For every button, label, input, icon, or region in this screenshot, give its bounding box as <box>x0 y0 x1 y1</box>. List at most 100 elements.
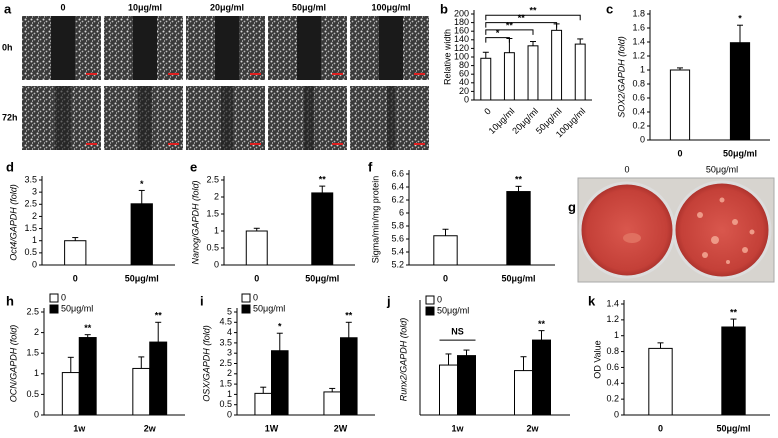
y-tick-label: 120 <box>454 43 469 53</box>
y-tick-label: 1.5 <box>206 208 219 218</box>
significance: ** <box>529 6 537 16</box>
y-axis-title: Relative width <box>442 29 452 85</box>
y-tick-label: 1.5 <box>26 348 39 358</box>
bar <box>648 347 673 416</box>
x-tick-label: 50μg/ml <box>723 148 757 158</box>
x-tick-label: 50μg/ml <box>501 273 535 283</box>
photo-label: 0 <box>624 164 629 174</box>
legend-swatch <box>49 304 59 314</box>
bar <box>149 341 168 416</box>
significance: * <box>278 322 282 332</box>
row-label: 72h <box>2 112 18 122</box>
y-tick-label: 1.4 <box>632 36 645 46</box>
scratch-gap <box>55 86 71 150</box>
y-tick-label: 0.2 <box>606 394 619 404</box>
bar <box>132 367 151 416</box>
chart: e Nanog/GAPDH (fold) 0 0.5 1 1.5 2 2.5 0 50μg/ml *… <box>190 159 355 283</box>
y-axis-title: OD Value <box>592 340 602 378</box>
panel-letter: k <box>588 293 596 308</box>
bracket <box>485 22 558 28</box>
significance: * <box>496 28 500 38</box>
y-tick-label: 0.6 <box>606 362 619 372</box>
chart: f Sigma/min/mg protein 5.2 5.4 5.6 5.8 6 6.2 6.4… <box>368 159 555 283</box>
legend-swatch <box>49 293 59 303</box>
y-tick-label: 0 <box>214 259 219 269</box>
column-label: 0 <box>60 2 65 12</box>
y-tick-label: 200 <box>454 8 469 18</box>
photo-label: 50μg/ml <box>706 164 738 174</box>
y-tick-label: 3 <box>32 187 37 197</box>
x-tick-label: 0 <box>73 273 78 283</box>
bracket <box>485 37 510 43</box>
y-tick-label: 1 <box>227 389 232 399</box>
y-tick-label: 0.8 <box>632 78 645 88</box>
y-tick-label: 1.4 <box>606 298 619 308</box>
bar <box>323 391 342 416</box>
x-tick-label: 0 <box>254 273 259 283</box>
dish <box>578 181 676 279</box>
y-tick-label: 0.2 <box>632 120 645 130</box>
legend-swatch <box>241 293 251 303</box>
y-tick-label: 2.5 <box>206 174 219 184</box>
y-tick-label: 2.5 <box>219 358 232 368</box>
bar <box>574 43 586 101</box>
y-tick-label: 0.5 <box>26 389 39 399</box>
y-tick-label: 1 <box>214 225 219 235</box>
legend-swatch <box>241 304 251 314</box>
y-axis-title: SOX2/GAPDH (fold) <box>616 36 626 118</box>
y-tick-label: 2.5 <box>24 199 37 209</box>
y-tick-label: 2 <box>34 327 39 337</box>
y-axis-title: OSX/GAPDH (fold) <box>201 325 211 402</box>
significance: ** <box>155 311 163 321</box>
y-tick-label: 0 <box>464 94 469 104</box>
nodule <box>623 233 641 243</box>
y-tick-label: 3.5 <box>24 174 37 184</box>
y-tick-label: 0.5 <box>206 242 219 252</box>
bar <box>439 364 458 416</box>
y-tick-label: 4 <box>227 327 232 337</box>
y-tick-label: 180 <box>454 17 469 27</box>
significance: ** <box>506 20 514 30</box>
y-tick-label: 1.2 <box>606 314 619 324</box>
y-tick-label: 2 <box>227 368 232 378</box>
bar <box>433 235 458 266</box>
y-tick-label: 0 <box>34 409 39 419</box>
x-tick-label: 0 <box>677 148 682 158</box>
significance: ** <box>538 319 546 329</box>
y-tick-label: 4.5 <box>219 317 232 327</box>
x-tick-label: 2W <box>334 423 348 433</box>
scratch-gap <box>215 16 239 80</box>
scratch-gap <box>379 16 403 80</box>
y-tick-label: 5.2 <box>391 259 404 269</box>
scratch-gap <box>138 86 152 150</box>
y-tick-label: 0.6 <box>632 92 645 102</box>
y-tick-label: 80 <box>459 60 469 70</box>
row-label: 0h <box>2 42 13 52</box>
y-tick-label: 5 <box>227 306 232 316</box>
dish <box>672 180 772 280</box>
y-tick-label: 1.5 <box>219 378 232 388</box>
legend-label: 0 <box>437 294 442 304</box>
y-tick-label: 100 <box>454 51 469 61</box>
y-tick-label: 0 <box>614 409 619 419</box>
bar <box>721 326 746 416</box>
bar <box>480 57 492 101</box>
panel-letter: c <box>606 1 613 16</box>
panel-letter: d <box>6 159 14 174</box>
y-tick-label: 40 <box>459 77 469 87</box>
scratch-gap <box>297 16 321 80</box>
y-tick-label: 3 <box>227 348 232 358</box>
scratch-gap <box>51 16 75 80</box>
bracket <box>485 29 534 35</box>
legend-swatch <box>425 295 435 305</box>
bar <box>64 240 87 266</box>
x-tick-label: 50μg/ml <box>125 273 159 283</box>
significance: * <box>140 179 144 189</box>
y-axis-title: Sigma/min/mg protein <box>370 176 380 264</box>
y-axis-title: Oct4/GAPDH (fold) <box>8 184 18 261</box>
y-tick-label: 1.2 <box>632 50 645 60</box>
bracket <box>485 14 581 21</box>
chart: k OD Value 0 0.2 0.4 0.6 0.8 1 1.2 1.4 0 50μg/ml ** <box>588 293 770 433</box>
